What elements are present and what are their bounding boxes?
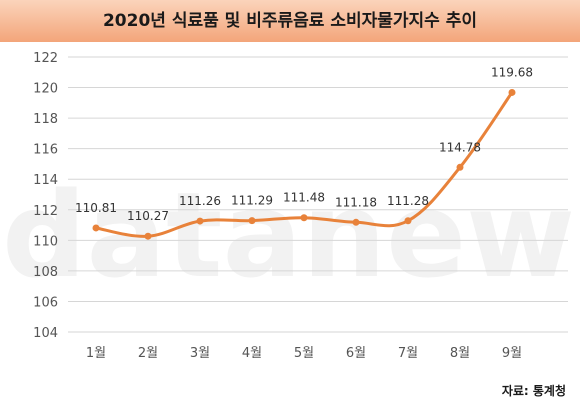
data-label: 111.29: [231, 194, 273, 208]
y-axis-ticks: 104 106 108 110 112 114 116 118 120 122: [33, 51, 58, 341]
data-label: 111.48: [283, 191, 325, 205]
data-point: [508, 88, 516, 96]
data-point: [248, 217, 256, 225]
y-tick-label: 112: [33, 204, 58, 219]
x-tick-label: 1월: [86, 346, 106, 361]
data-point: [144, 232, 152, 240]
data-point: [456, 163, 464, 171]
data-label: 111.28: [387, 194, 429, 208]
x-tick-label: 8월: [450, 346, 470, 361]
x-tick-label: 5월: [294, 346, 314, 361]
y-tick-label: 110: [33, 234, 58, 249]
watermark-text: datanews: [2, 166, 580, 304]
data-label: 110.27: [127, 209, 169, 223]
y-tick-label: 120: [33, 82, 58, 97]
y-tick-label: 108: [33, 265, 58, 280]
data-point: [404, 217, 412, 225]
x-tick-label: 2월: [138, 346, 158, 361]
x-tick-label: 3월: [190, 346, 210, 361]
y-tick-label: 118: [33, 112, 58, 127]
y-tick-label: 106: [33, 295, 58, 310]
x-tick-label: 9월: [502, 346, 522, 361]
data-label: 114.78: [439, 140, 481, 154]
gridlines: [68, 56, 568, 333]
data-labels: 110.81 110.27 111.26 111.29 111.48 111.18 111.…: [75, 65, 533, 223]
data-label: 111.18: [335, 195, 377, 209]
data-point: [196, 217, 204, 225]
source-note: 자료: 통계청: [501, 384, 566, 398]
x-tick-label: 7월: [398, 346, 418, 361]
data-label: 111.26: [179, 194, 221, 208]
y-tick-label: 114: [33, 173, 58, 188]
y-tick-label: 122: [33, 51, 58, 66]
data-point: [300, 214, 308, 222]
y-tick-label: 116: [33, 143, 58, 158]
x-axis-ticks: 1월 2월 3월 4월 5월 6월 7월 8월 9월: [86, 346, 522, 361]
y-tick-label: 104: [33, 326, 58, 341]
chart-title: 2020년 식료품 및 비주류음료 소비자물가지수 추이: [102, 11, 478, 31]
data-label: 119.68: [491, 65, 533, 79]
data-point: [352, 218, 360, 226]
data-label: 110.81: [75, 201, 117, 215]
data-points: [92, 88, 516, 240]
x-tick-label: 6월: [346, 346, 366, 361]
x-tick-label: 4월: [242, 346, 262, 361]
data-point: [92, 224, 100, 232]
title-bar: [0, 0, 580, 42]
